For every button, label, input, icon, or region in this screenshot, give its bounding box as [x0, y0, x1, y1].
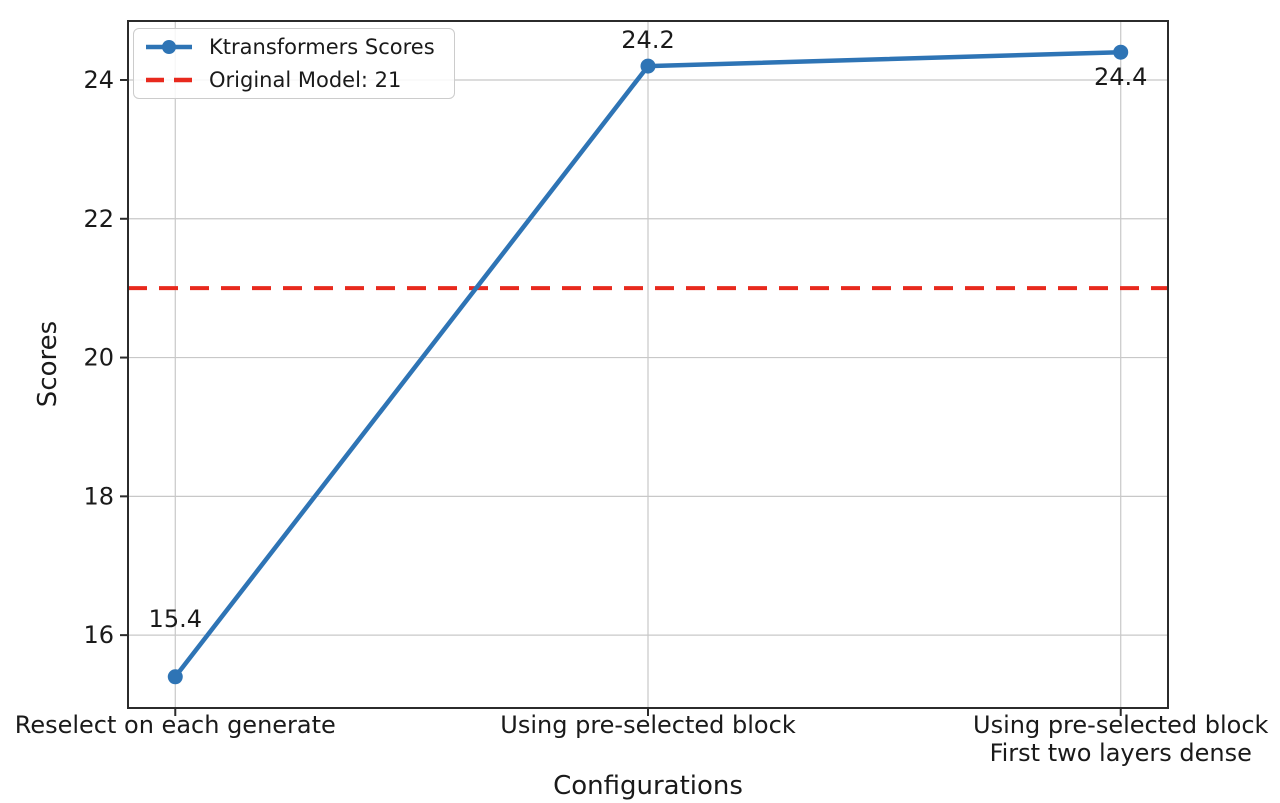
legend-item-original-model: Original Model: 21	[145, 67, 442, 93]
data-point-marker	[167, 669, 183, 685]
blue-line-marker-icon	[146, 40, 192, 54]
y-tick-label: 20	[83, 344, 114, 372]
x-tick-label: Using pre-selected block	[500, 711, 796, 739]
x-tick-label: Reselect on each generate	[15, 711, 336, 739]
y-tick-label: 16	[83, 621, 114, 649]
legend-item-ktransformers-scores: Ktransformers Scores	[145, 34, 442, 60]
y-tick-label: 18	[83, 482, 114, 510]
y-axis-label: Scores	[33, 320, 63, 408]
y-tick-label: 24	[83, 66, 114, 94]
data-point-marker	[1113, 44, 1129, 60]
legend-label-series: Ktransformers Scores	[209, 35, 435, 59]
point-value-label: 24.4	[1094, 63, 1147, 91]
data-point-marker	[640, 58, 656, 74]
y-tick-label: 22	[83, 205, 114, 233]
point-value-label: 24.2	[621, 26, 674, 54]
x-axis-label: Configurations	[553, 771, 743, 801]
point-value-label: 15.4	[149, 605, 202, 633]
legend: Ktransformers Scores Original Model: 21	[133, 28, 455, 99]
x-tick-label: Using pre-selected block First two layers…	[973, 711, 1269, 767]
legend-label-reference: Original Model: 21	[209, 68, 402, 92]
red-dashed-line-icon	[146, 77, 192, 83]
